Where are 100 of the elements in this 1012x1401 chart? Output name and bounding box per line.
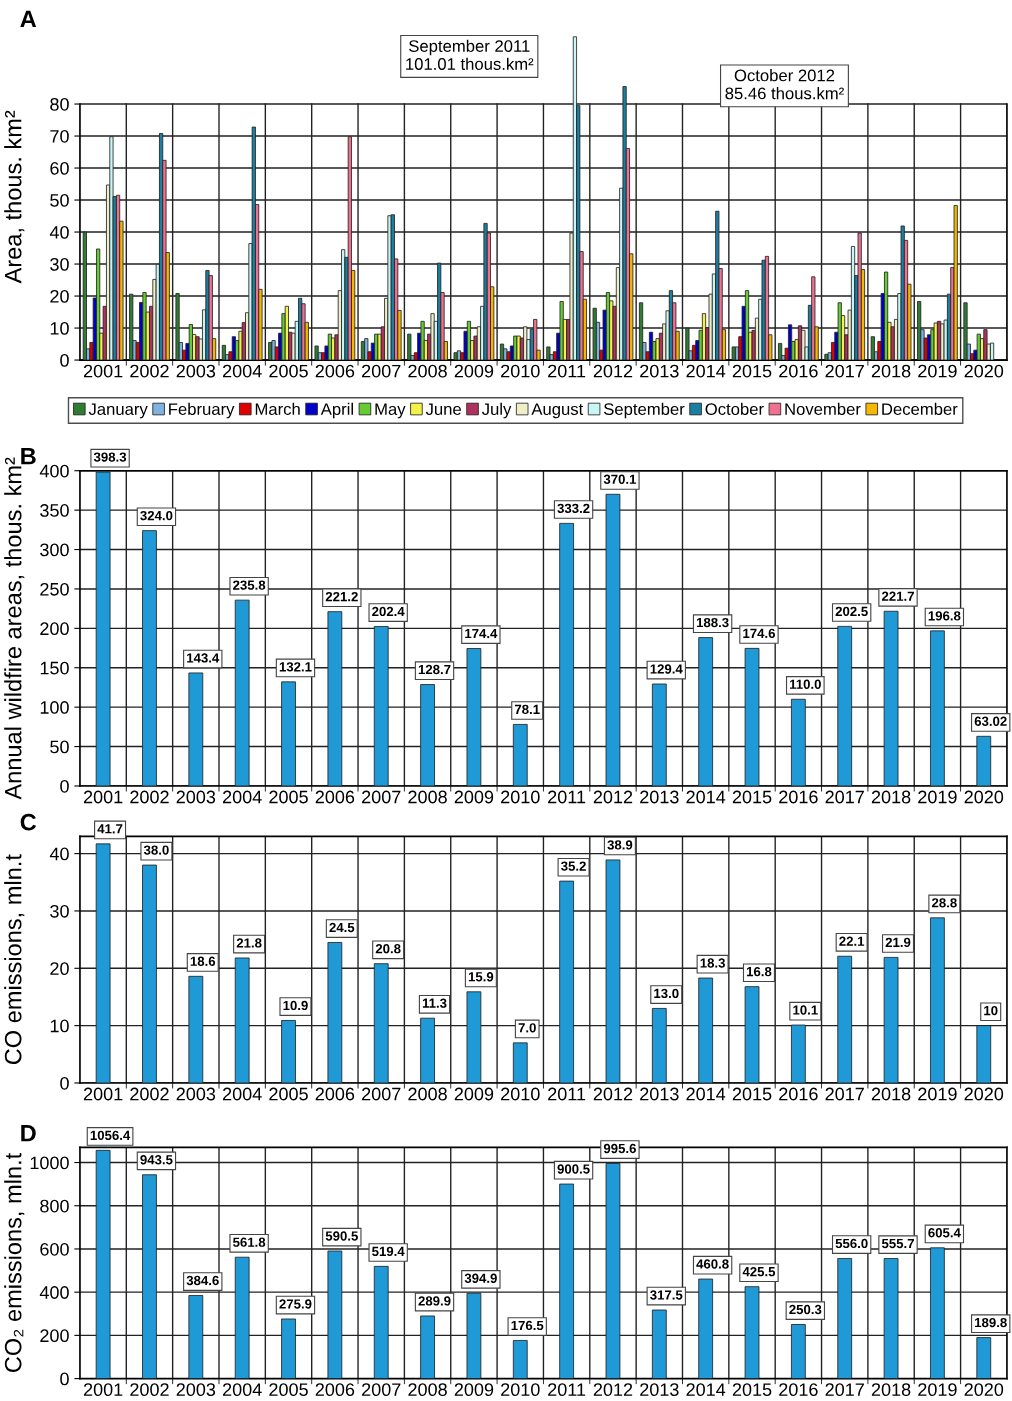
x-tick-label: 2017 [825, 1383, 864, 1397]
x-tick-label: 2014 [686, 364, 726, 378]
x-tick-label: 2013 [640, 364, 679, 378]
data-label: 317.5 [650, 1290, 683, 1300]
x-tick-label: 2007 [362, 1383, 401, 1397]
x-tick-label: 2013 [640, 790, 679, 804]
x-tick-label: 2011 [548, 364, 586, 378]
data-label: 10.1 [793, 1005, 818, 1015]
x-tick-label: 2019 [918, 1087, 957, 1101]
annotation: October 2012 85.46 thous.km² [725, 69, 844, 100]
data-label: 18.3 [700, 958, 725, 968]
y-axis-title: CO₂ emissions, mln.t [4, 1152, 25, 1372]
x-tick-label: 2005 [269, 364, 308, 378]
data-label: 384.6 [186, 1275, 219, 1286]
data-label: 63.02 [974, 716, 1007, 726]
y-tick-label: 80 [50, 97, 69, 111]
x-tick-label: 2007 [362, 1087, 401, 1101]
bar [453, 352, 458, 361]
data-label: 41.7 [97, 824, 123, 834]
data-label: 900.5 [557, 1164, 590, 1174]
legend-label: December [882, 402, 958, 416]
x-tick-label: 2003 [176, 790, 216, 804]
y-tick-label: 300 [40, 543, 69, 557]
x-tick-label: 2020 [964, 1383, 1004, 1397]
x-tick-label: 2011 [548, 790, 586, 804]
x-tick-label: 2008 [408, 1087, 447, 1101]
y-tick-label: 200 [40, 1329, 69, 1343]
x-tick-label: 2015 [732, 1383, 772, 1397]
y-tick-label: 50 [50, 740, 69, 754]
data-label: 561.8 [233, 1237, 266, 1247]
legend-label: April [320, 402, 353, 419]
data-label: 11.3 [422, 998, 447, 1008]
y-tick-label: 800 [40, 1199, 69, 1213]
legend-label: November [785, 402, 861, 416]
x-tick-label: 2015 [732, 790, 772, 804]
legend-label: October [705, 402, 764, 416]
data-label: 605.4 [928, 1228, 961, 1238]
y-tick-label: 20 [50, 289, 69, 303]
bar [407, 333, 412, 361]
x-tick-label: 2018 [871, 1383, 911, 1397]
bar [314, 345, 319, 361]
x-tick-label: 2006 [315, 1383, 355, 1397]
legend-label: March [255, 402, 300, 416]
bar [364, 338, 369, 361]
data-label: 333.2 [557, 503, 590, 514]
x-tick-label: 2005 [269, 1383, 308, 1397]
data-label: 21.9 [885, 937, 911, 948]
y-tick-label: 0 [60, 1076, 69, 1090]
annotation: September 2011 101.01 thous.km² [406, 39, 534, 70]
x-tick-label: 2010 [501, 1383, 540, 1397]
x-tick-label: 2018 [871, 790, 911, 804]
legend-label: September [604, 402, 685, 419]
x-tick-label: 2010 [501, 364, 540, 378]
y-tick-label: 0 [60, 779, 69, 793]
x-tick-label: 2013 [640, 1087, 679, 1101]
x-tick-label: 2001 [83, 1383, 123, 1397]
x-tick-label: 2008 [408, 1383, 447, 1397]
data-label: 590.5 [325, 1231, 358, 1241]
y-tick-label: 600 [40, 1242, 69, 1256]
data-label: 18.6 [190, 956, 216, 966]
x-tick-label: 2018 [871, 364, 911, 378]
x-tick-label: 2009 [454, 364, 494, 378]
data-label: 174.4 [465, 628, 498, 639]
y-tick-label: 400 [39, 464, 69, 478]
x-tick-label: 2002 [130, 1087, 169, 1101]
x-tick-label: 2017 [825, 790, 864, 804]
data-label: 324.0 [140, 510, 173, 521]
data-label: 20.8 [375, 944, 401, 954]
x-tick-label: 2014 [686, 1383, 726, 1397]
bar [512, 1042, 528, 1083]
x-tick-label: 2015 [732, 364, 772, 378]
data-label: 221.2 [325, 591, 358, 602]
data-label: 556.0 [835, 1238, 868, 1249]
data-label: 221.7 [881, 591, 914, 601]
x-tick-label: 2012 [593, 1087, 633, 1101]
x-tick-label: 2001 [83, 364, 123, 378]
data-label: 10.9 [283, 1000, 308, 1011]
x-tick-label: 2009 [454, 1383, 494, 1397]
x-tick-label: 2004 [223, 790, 262, 804]
x-tick-label: 2007 [362, 364, 401, 378]
x-tick-label: 2016 [779, 790, 818, 804]
y-tick-label: 40 [49, 847, 69, 861]
data-label: 398.3 [93, 452, 127, 462]
x-tick-label: 2011 [548, 1383, 586, 1397]
x-tick-label: 2004 [223, 1383, 262, 1397]
x-tick-label: 2011 [548, 1087, 586, 1101]
y-tick-label: 30 [50, 257, 69, 271]
chart-title: C [20, 813, 37, 831]
y-tick-label: 400 [39, 1286, 69, 1299]
data-label: 78.1 [514, 704, 540, 715]
data-label: 24.5 [329, 922, 355, 933]
data-label: 519.4 [372, 1246, 405, 1257]
x-tick-label: 2018 [871, 1087, 911, 1101]
x-tick-label: 2002 [130, 790, 169, 804]
x-tick-label: 2005 [269, 790, 308, 804]
y-tick-label: 1000 [30, 1156, 69, 1170]
y-tick-label: 100 [40, 701, 69, 714]
y-tick-label: 200 [40, 622, 69, 636]
x-tick-label: 2019 [918, 364, 957, 378]
data-label: 128.7 [418, 664, 451, 675]
